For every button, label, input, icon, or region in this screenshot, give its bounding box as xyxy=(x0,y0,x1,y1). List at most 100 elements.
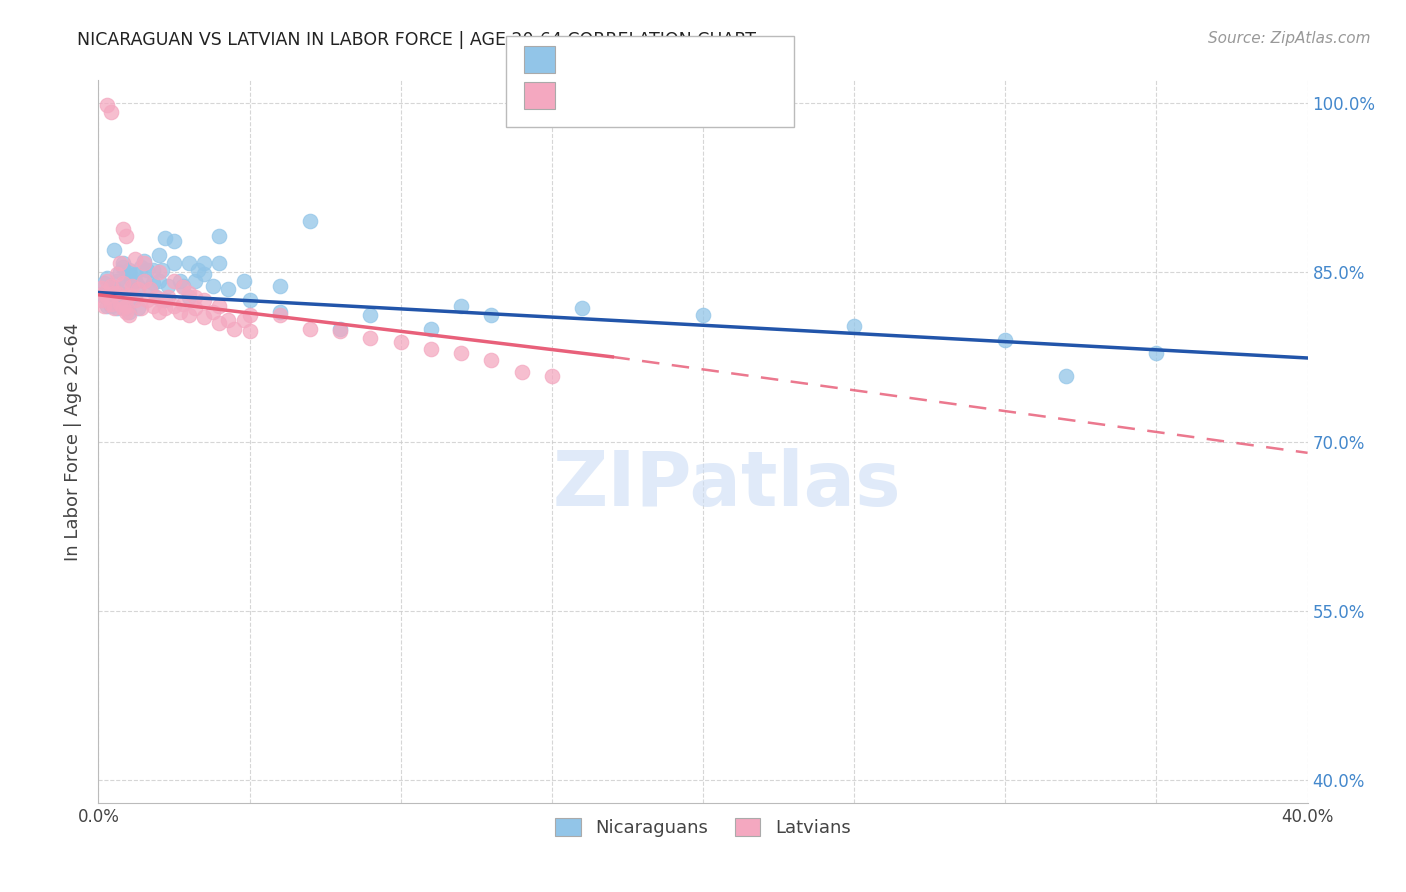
Point xyxy=(127,301,149,316)
Point xyxy=(105,274,128,288)
Point xyxy=(148,304,170,318)
Point xyxy=(153,231,176,245)
Point xyxy=(163,234,186,248)
Point xyxy=(360,308,382,322)
Point xyxy=(96,290,118,304)
Point xyxy=(124,252,146,266)
Point xyxy=(481,308,503,322)
Point xyxy=(163,274,186,288)
Point xyxy=(114,304,136,318)
Point xyxy=(100,285,122,300)
Point xyxy=(202,304,225,318)
Point xyxy=(540,369,562,384)
Point xyxy=(481,353,503,368)
Text: N =: N = xyxy=(665,86,718,105)
Point xyxy=(118,265,141,279)
Point xyxy=(269,308,291,322)
Point xyxy=(93,285,115,300)
Point xyxy=(148,274,170,288)
Point xyxy=(108,297,131,311)
Point xyxy=(108,265,131,279)
Point xyxy=(329,321,352,335)
Point xyxy=(148,248,170,262)
Point xyxy=(148,265,170,279)
Point xyxy=(139,282,162,296)
Point xyxy=(360,331,382,345)
Point xyxy=(135,293,157,308)
Point xyxy=(420,321,443,335)
Point xyxy=(111,277,134,291)
Point xyxy=(150,263,173,277)
Point xyxy=(114,229,136,244)
Point xyxy=(299,321,322,335)
Point xyxy=(111,297,134,311)
Point xyxy=(420,342,443,356)
Point xyxy=(90,287,112,301)
Point xyxy=(105,301,128,316)
Point xyxy=(93,277,115,291)
Point xyxy=(118,308,141,322)
Point xyxy=(184,290,207,304)
Point xyxy=(96,274,118,288)
Text: Source: ZipAtlas.com: Source: ZipAtlas.com xyxy=(1208,31,1371,46)
Point xyxy=(193,310,215,325)
Point xyxy=(169,304,191,318)
Point xyxy=(232,274,254,288)
Point xyxy=(118,304,141,318)
Point xyxy=(163,299,186,313)
Point xyxy=(692,308,714,322)
Text: ZIPatlas: ZIPatlas xyxy=(553,448,901,522)
Point xyxy=(450,299,472,313)
Text: R =: R = xyxy=(567,50,607,70)
Text: N =: N = xyxy=(665,50,718,70)
Point xyxy=(187,263,209,277)
Point xyxy=(163,256,186,270)
Text: -0.135: -0.135 xyxy=(609,50,675,70)
Point xyxy=(100,278,122,293)
Point xyxy=(127,282,149,296)
Text: 72: 72 xyxy=(711,50,737,70)
Point xyxy=(299,214,322,228)
Point xyxy=(208,229,231,244)
Point xyxy=(172,280,194,294)
Point xyxy=(156,290,179,304)
Point xyxy=(135,263,157,277)
Point xyxy=(132,253,155,268)
Point xyxy=(111,301,134,316)
Y-axis label: In Labor Force | Age 20-64: In Labor Force | Age 20-64 xyxy=(65,322,83,561)
Text: NICARAGUAN VS LATVIAN IN LABOR FORCE | AGE 20-64 CORRELATION CHART: NICARAGUAN VS LATVIAN IN LABOR FORCE | A… xyxy=(77,31,756,49)
Point xyxy=(100,297,122,311)
Point xyxy=(111,260,134,274)
Point xyxy=(193,268,215,282)
Point xyxy=(132,274,155,288)
Point xyxy=(114,277,136,291)
Point xyxy=(90,293,112,308)
Point xyxy=(1054,369,1077,384)
Point xyxy=(145,290,167,304)
Point xyxy=(450,346,472,360)
Point xyxy=(103,293,125,308)
Point xyxy=(129,301,152,316)
Text: 70: 70 xyxy=(711,86,737,105)
Point xyxy=(571,301,593,316)
Point xyxy=(132,256,155,270)
Point xyxy=(121,274,143,288)
Point xyxy=(100,104,122,119)
Point xyxy=(269,278,291,293)
Point xyxy=(142,299,165,313)
Point xyxy=(111,256,134,270)
Point xyxy=(118,263,141,277)
Point xyxy=(156,278,179,293)
Point xyxy=(145,290,167,304)
Point xyxy=(103,243,125,257)
Point xyxy=(96,98,118,112)
Point xyxy=(124,268,146,282)
Point xyxy=(127,278,149,293)
Point xyxy=(179,256,201,270)
Point xyxy=(329,324,352,338)
Point xyxy=(1144,346,1167,360)
Point xyxy=(208,256,231,270)
Point xyxy=(142,263,165,277)
Point xyxy=(193,293,215,308)
Point xyxy=(103,281,125,295)
